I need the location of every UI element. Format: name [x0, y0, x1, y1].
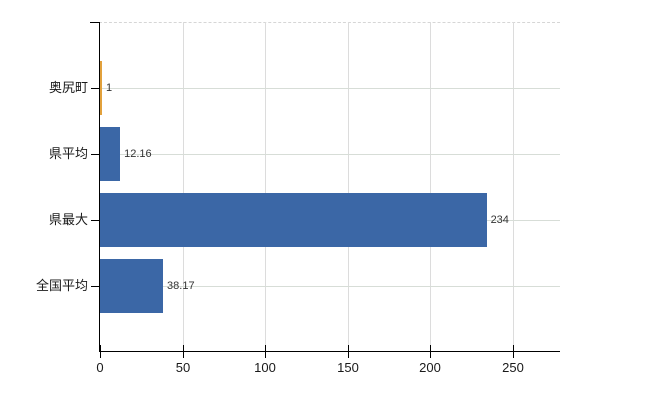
- vertical-gridline: [348, 22, 349, 352]
- x-axis-tick-label: 50: [175, 360, 191, 375]
- bar: [100, 127, 121, 181]
- y-axis-tick: [91, 220, 99, 221]
- y-axis-tick: [91, 88, 99, 89]
- x-axis-tick-label: 0: [96, 360, 104, 375]
- plot-top-border: [99, 22, 560, 23]
- bar: [100, 61, 102, 115]
- x-axis-tick-label: 100: [254, 360, 276, 375]
- x-axis-tick-label: 250: [502, 360, 524, 375]
- row-gridline: [100, 154, 560, 155]
- bar: [100, 193, 487, 247]
- category-label: 全国平均: [35, 278, 88, 293]
- category-label: 奥尻町: [48, 80, 88, 95]
- row-gridline: [100, 286, 560, 287]
- x-axis-tick-label: 200: [419, 360, 441, 375]
- row-gridline: [100, 88, 560, 89]
- y-axis-tick: [91, 154, 99, 155]
- vertical-gridline: [265, 22, 266, 352]
- category-label: 県最大: [48, 212, 88, 227]
- vertical-gridline: [513, 22, 514, 352]
- y-axis-tick: [91, 286, 99, 287]
- category-label: 県平均: [48, 146, 88, 161]
- y-axis-line: [99, 22, 100, 352]
- bar-value-label: 12.16: [124, 148, 152, 160]
- x-axis-tick-label: 150: [337, 360, 359, 375]
- vertical-gridline: [430, 22, 431, 352]
- bar-value-label: 38.17: [167, 280, 195, 292]
- bar: [100, 259, 164, 313]
- bar-value-label: 1: [106, 82, 113, 94]
- x-axis-line: [99, 351, 560, 352]
- y-axis-top-tick: [90, 22, 99, 23]
- vertical-gridline: [183, 22, 184, 352]
- bar-value-label: 234: [490, 214, 509, 226]
